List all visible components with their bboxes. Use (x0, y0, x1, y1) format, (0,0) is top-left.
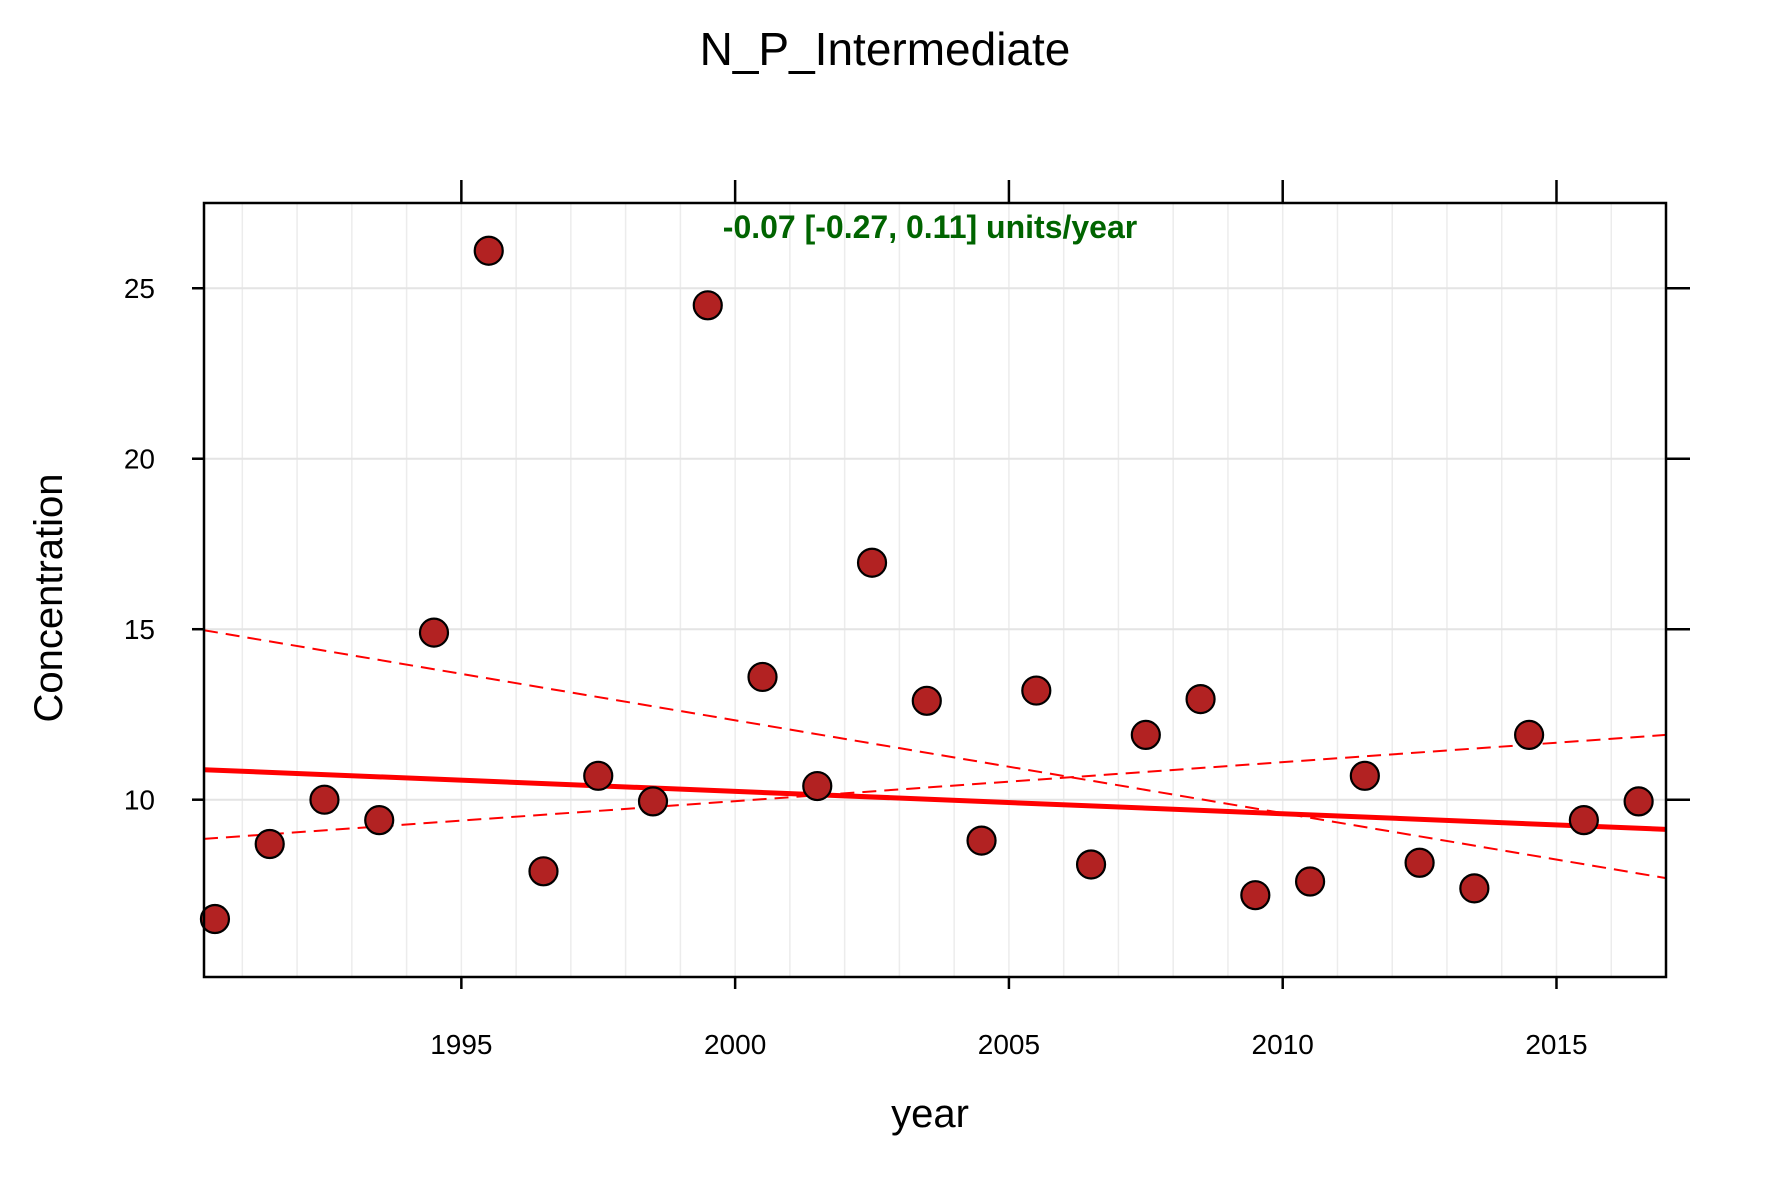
data-point (911, 685, 942, 716)
data-point (528, 856, 559, 887)
y-tick-label: 15 (124, 614, 155, 645)
ci-lower-line (203, 733, 1667, 840)
data-point (1130, 719, 1161, 751)
axis-ticks: 1995 2000 2005 2010 2015 10 15 20 25 (124, 180, 1690, 1060)
y-tick-label: 25 (124, 273, 155, 304)
x-tick-label: 2015 (1525, 1029, 1587, 1060)
data-point (856, 547, 888, 578)
data-point (1185, 684, 1216, 715)
trend-annotation: -0.07 [-0.27, 0.11] units/year (723, 209, 1137, 245)
data-point (637, 786, 669, 817)
data-point (966, 825, 997, 856)
data-point (199, 903, 231, 935)
grid (204, 203, 1667, 977)
data-point (1404, 847, 1435, 878)
y-axis-label: Concentration (27, 473, 71, 722)
data-point (1075, 849, 1107, 880)
y-tick-label: 10 (124, 785, 155, 816)
x-tick-label: 2010 (1252, 1029, 1314, 1060)
data-point (1349, 760, 1380, 791)
trend-lines (203, 629, 1667, 880)
data-point (254, 828, 285, 860)
data-points (199, 235, 1654, 935)
data-point (1514, 719, 1545, 751)
data-point (1568, 805, 1599, 836)
data-point (1459, 873, 1490, 904)
data-point (1623, 786, 1654, 817)
chart-title: N_P_Intermediate (700, 23, 1071, 75)
data-point (1021, 675, 1052, 706)
data-point (364, 805, 395, 836)
y-tick-label: 20 (124, 444, 155, 475)
data-point (583, 760, 614, 791)
trend-line (203, 767, 1667, 832)
x-axis-label: year (891, 1092, 969, 1136)
data-point (692, 290, 723, 321)
data-point (1294, 866, 1326, 897)
x-tick-label: 2005 (978, 1029, 1040, 1060)
plot-frame (202, 201, 1668, 979)
data-point (418, 617, 450, 648)
data-point (1240, 880, 1271, 911)
data-point (309, 784, 340, 815)
data-point (802, 770, 833, 802)
data-point (473, 235, 504, 266)
ci-upper-line (203, 629, 1667, 880)
data-point (747, 661, 778, 693)
x-tick-label: 2000 (704, 1029, 766, 1060)
x-tick-label: 1995 (430, 1029, 492, 1060)
